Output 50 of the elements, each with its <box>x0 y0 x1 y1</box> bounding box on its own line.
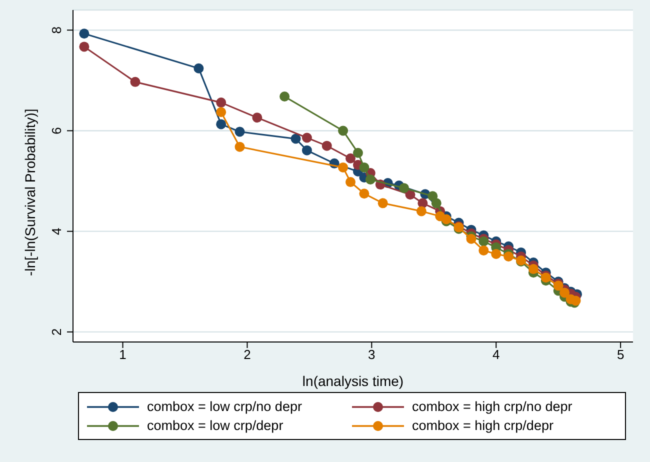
point <box>322 140 332 151</box>
point <box>378 198 388 208</box>
legend-label: combox = low crp/depr <box>147 418 284 433</box>
x-tick-label: 2 <box>244 347 251 362</box>
point <box>504 251 514 262</box>
point <box>528 264 538 274</box>
point <box>79 28 90 39</box>
x-tick-label: 1 <box>119 347 126 362</box>
point <box>216 119 226 130</box>
point <box>194 63 204 74</box>
point <box>79 42 90 52</box>
point <box>359 162 370 172</box>
point <box>491 248 502 259</box>
point <box>365 174 376 185</box>
point <box>431 198 442 208</box>
legend-label: combox = high crp/no depr <box>412 399 572 414</box>
point <box>216 107 226 118</box>
point <box>252 112 262 123</box>
y-axis-title: -ln[-ln(Survival Probability)] <box>22 108 38 276</box>
point <box>418 198 428 208</box>
x-axis-title: ln(analysis time) <box>302 373 404 389</box>
point <box>338 162 348 172</box>
point <box>416 206 426 216</box>
point <box>399 183 410 194</box>
y-tick-label: 2 <box>49 328 64 336</box>
point <box>280 92 290 102</box>
point <box>466 234 476 244</box>
point <box>352 148 363 158</box>
y-tick-label: 6 <box>49 127 64 134</box>
point <box>130 76 140 87</box>
x-tick-label: 3 <box>368 347 376 362</box>
point <box>359 188 370 199</box>
point <box>338 126 348 136</box>
point <box>234 126 245 137</box>
point <box>290 134 301 144</box>
y-tick-label: 8 <box>49 26 64 34</box>
x-tick-label: 5 <box>616 347 624 362</box>
point <box>478 245 489 256</box>
point <box>346 153 356 164</box>
point <box>560 288 570 298</box>
legend-label: combox = high crp/depr <box>412 418 554 433</box>
point <box>234 142 245 152</box>
point <box>346 177 356 188</box>
point <box>478 236 489 246</box>
y-tick-label: 4 <box>49 228 64 235</box>
point <box>216 98 226 108</box>
point <box>302 145 312 156</box>
x-tick-label: 4 <box>492 347 500 362</box>
legend-label: combox = low crp/no depr <box>147 399 302 414</box>
point <box>302 132 312 143</box>
